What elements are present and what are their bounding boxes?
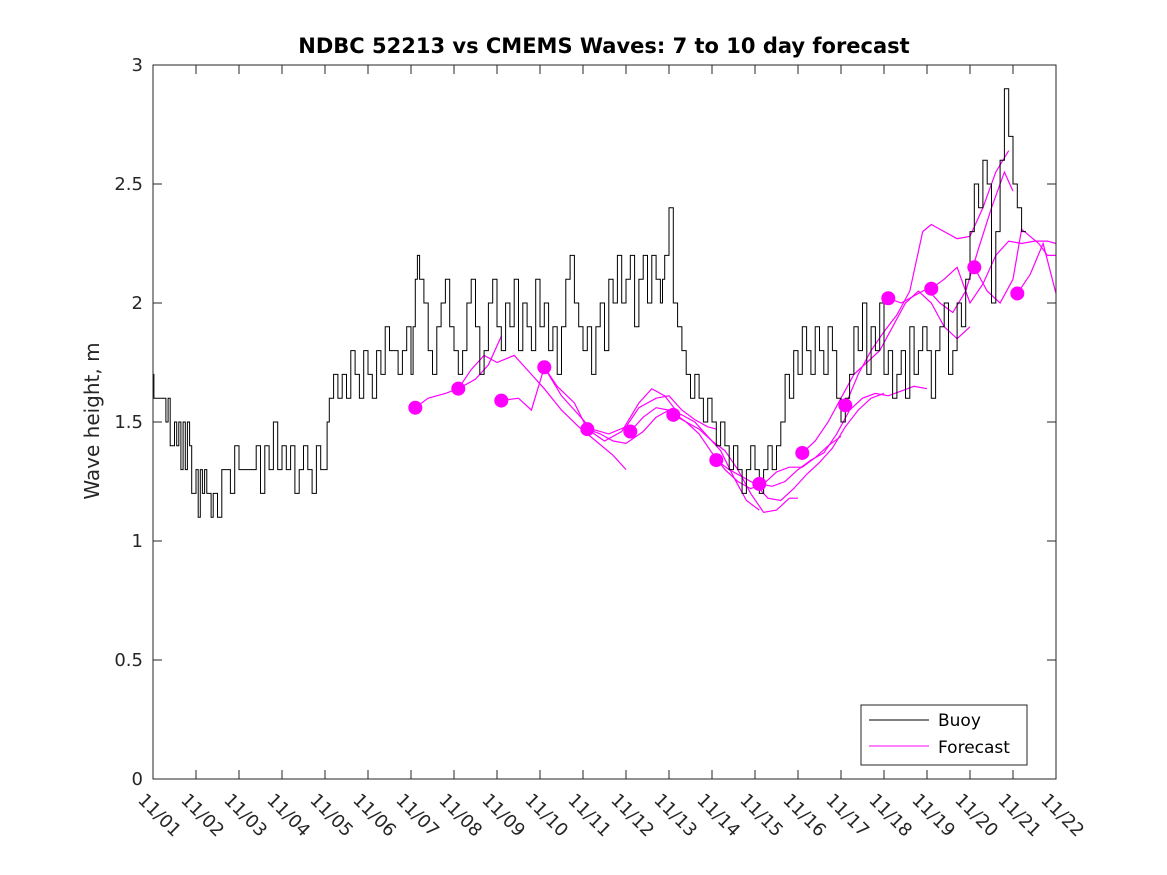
forecast-marker [537, 360, 552, 375]
forecast-marker [838, 398, 853, 413]
buoy-line [153, 88, 1026, 518]
forecast-marker [967, 260, 982, 275]
chart-title: NDBC 52213 vs CMEMS Waves: 7 to 10 day f… [298, 34, 909, 58]
legend: Buoy Forecast [860, 704, 1028, 766]
forecast-line [715, 392, 885, 502]
x-tick-label: 11/16 [778, 790, 830, 842]
y-tick-label: 2.5 [114, 174, 143, 195]
forecast-line [844, 150, 1010, 406]
y-tick-label: 2 [132, 293, 143, 314]
forecast-marker [881, 291, 896, 306]
x-tick-label: 11/04 [262, 790, 314, 842]
x-tick-label: 11/15 [735, 790, 787, 842]
forecast-marker [494, 393, 509, 408]
forecast-marker [408, 400, 423, 415]
forecast-marker [1010, 286, 1025, 301]
y-axis: 0 0.5 1 1.5 2 2.5 3 [114, 55, 1056, 790]
forecast-markers [408, 260, 1025, 491]
x-tick-label: 11/22 [1036, 790, 1088, 842]
x-tick-label: 11/18 [864, 790, 916, 842]
y-tick-label: 1 [132, 531, 143, 552]
forecast-marker [924, 281, 939, 296]
x-tick-label: 11/11 [563, 790, 615, 842]
y-tick-label: 0 [132, 769, 143, 790]
x-tick-label: 11/03 [219, 790, 271, 842]
x-tick-label: 11/12 [606, 790, 658, 842]
x-tick-label: 11/14 [692, 790, 744, 842]
forecast-line [543, 366, 717, 435]
legend-buoy-label: Buoy [938, 711, 981, 731]
x-tick-label: 11/01 [133, 790, 185, 842]
x-tick-label: 11/17 [821, 790, 873, 842]
y-tick-label: 3 [132, 55, 143, 76]
x-tick-label: 11/09 [477, 790, 529, 842]
x-tick-label: 11/13 [649, 790, 701, 842]
forecast-marker [752, 476, 767, 491]
forecast-line [888, 170, 1014, 314]
forecast-line [801, 290, 971, 454]
forecast-line [457, 354, 627, 471]
plot-frame [152, 64, 1057, 780]
forecast-marker [709, 453, 724, 468]
x-tick-label: 11/07 [391, 790, 443, 842]
forecast-line [1016, 241, 1057, 294]
y-tick-label: 1.5 [114, 412, 143, 433]
forecast-marker [580, 422, 595, 437]
plot-area [153, 65, 1056, 779]
x-tick-label: 11/02 [176, 790, 228, 842]
legend-forecast-label: Forecast [938, 738, 1010, 758]
forecast-marker [451, 381, 466, 396]
forecast-marker [666, 407, 681, 422]
x-tick-label: 11/05 [305, 790, 357, 842]
x-tick-label: 11/21 [993, 790, 1045, 842]
x-tick-label: 11/19 [907, 790, 959, 842]
buoy-series [153, 88, 1026, 518]
x-tick-label: 11/08 [434, 790, 486, 842]
y-axis-label: Wave height, m [80, 342, 104, 499]
legend-box [860, 704, 1028, 766]
forecast-marker [623, 424, 638, 439]
x-tick-label: 11/06 [348, 790, 400, 842]
x-tick-label: 11/20 [950, 790, 1002, 842]
x-tick-label: 11/10 [520, 790, 572, 842]
y-tick-label: 0.5 [114, 650, 143, 671]
forecast-marker [795, 445, 810, 460]
